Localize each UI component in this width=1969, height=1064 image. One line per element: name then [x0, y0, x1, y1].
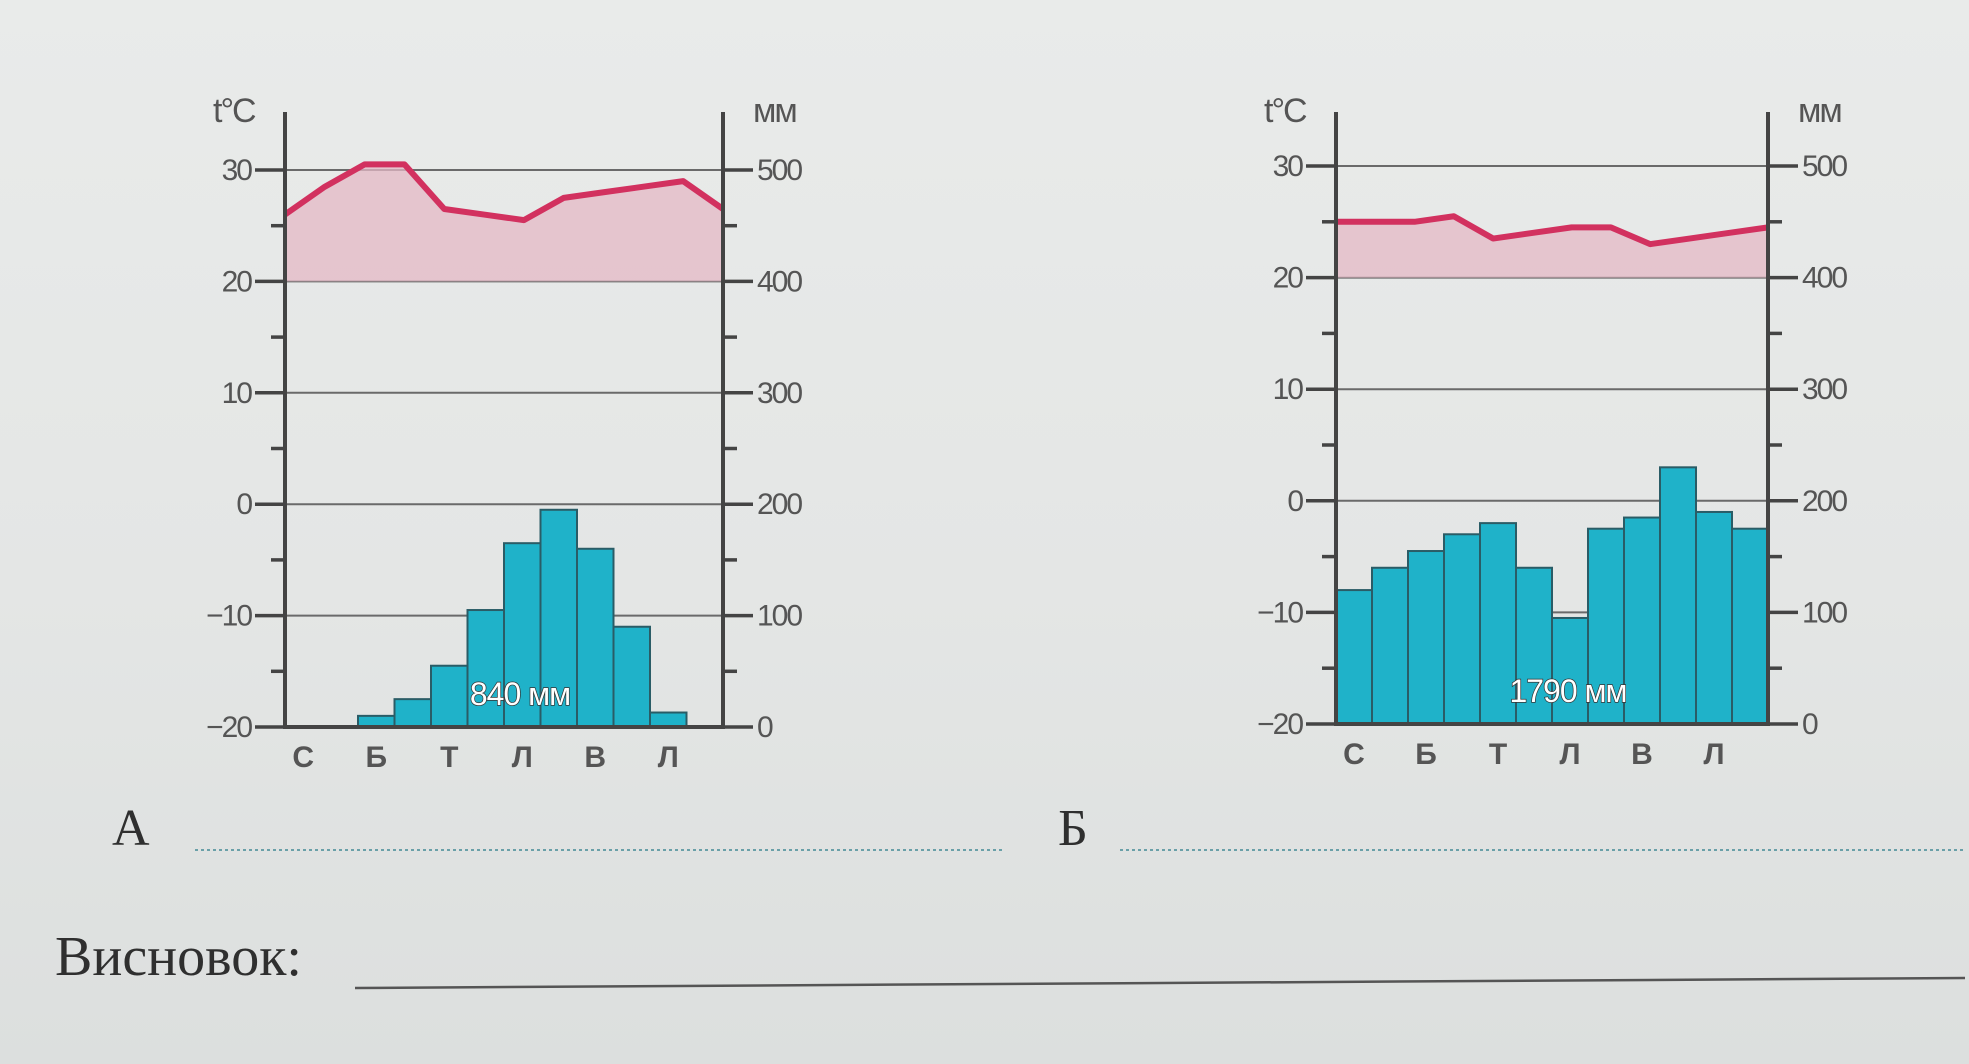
precipitation-bar — [1551, 616, 1589, 725]
temperature-tick-label: 10 — [222, 377, 253, 410]
month-label: Л — [658, 741, 679, 774]
temperature-tick-label: 20 — [222, 265, 253, 298]
conclusion-label: Висновок: — [55, 926, 302, 988]
precipitation-bar — [393, 698, 432, 729]
temperature-tick-label: −10 — [1257, 596, 1303, 629]
temperature-tick-label: 0 — [236, 488, 252, 521]
temperature-line — [1336, 213, 1769, 248]
month-label: Т — [440, 741, 458, 774]
month-label: Б — [365, 741, 387, 774]
temperature-tick-label: 30 — [1273, 150, 1304, 183]
temperature-tick-label: −20 — [1257, 708, 1303, 741]
month-label: В — [1631, 738, 1653, 771]
temperature-tick-label: 30 — [222, 154, 253, 187]
temperature-tick-label: −20 — [206, 711, 252, 744]
precipitation-bar — [430, 664, 469, 728]
precipitation-bar — [576, 547, 615, 729]
month-label: В — [584, 741, 606, 774]
temperature-tick-label: 20 — [1273, 262, 1304, 295]
temperature-unit: t°C — [1264, 92, 1307, 130]
precipitation-tick-label: 100 — [1802, 596, 1847, 629]
precipitation-tick-label: 200 — [757, 488, 802, 521]
precipitation-bar — [1731, 527, 1769, 726]
total-precipitation-label: 1790 мм — [1509, 673, 1626, 709]
precipitation-tick-label: 0 — [1802, 708, 1818, 741]
precipitation-bar — [1587, 527, 1625, 726]
total-precipitation-label: 840 мм — [470, 676, 570, 712]
month-label: Л — [1559, 738, 1580, 771]
temperature-tick-label: 0 — [1287, 485, 1303, 518]
month-label: Л — [1703, 738, 1724, 771]
precipitation-bar — [1407, 550, 1445, 726]
month-label: Т — [1489, 738, 1507, 771]
precipitation-tick-label: 0 — [757, 711, 773, 744]
precipitation-tick-label: 300 — [1802, 373, 1847, 406]
precipitation-bar — [1659, 466, 1697, 725]
precipitation-tick-label: 400 — [757, 265, 802, 298]
temperature-tick-label: −10 — [206, 600, 252, 633]
precipitation-bar — [1443, 533, 1481, 726]
precipitation-tick-label: 500 — [1802, 150, 1847, 183]
precipitation-tick-label: 500 — [757, 154, 802, 187]
temperature-unit: t°C — [213, 92, 256, 130]
temperature-line — [283, 161, 725, 224]
precipitation-bar — [1695, 510, 1733, 725]
precipitation-bar — [1479, 522, 1517, 725]
precipitation-tick-label: 200 — [1802, 485, 1847, 518]
month-label: С — [292, 741, 314, 774]
precipitation-bar — [649, 711, 688, 729]
precipitation-bar — [1623, 516, 1661, 725]
precipitation-tick-label: 400 — [1802, 262, 1847, 295]
month-label: Л — [512, 741, 533, 774]
precipitation-unit: мм — [753, 92, 796, 130]
answer-label-b: Б — [1058, 800, 1088, 857]
temperature-tick-label: 10 — [1273, 373, 1304, 406]
precipitation-bar — [1335, 589, 1373, 726]
precipitation-unit: мм — [1798, 92, 1841, 130]
precipitation-bar — [1371, 566, 1409, 726]
precipitation-tick-label: 100 — [757, 600, 802, 633]
answer-label-a: А — [112, 800, 150, 857]
precipitation-bar — [612, 625, 651, 728]
precipitation-bar — [1515, 566, 1553, 726]
month-label: Б — [1415, 738, 1437, 771]
conclusion-line[interactable] — [354, 976, 1966, 990]
month-label: С — [1343, 738, 1365, 771]
temperature-area — [1336, 216, 1768, 278]
precipitation-tick-label: 300 — [757, 377, 802, 410]
precipitation-bar — [503, 542, 542, 728]
